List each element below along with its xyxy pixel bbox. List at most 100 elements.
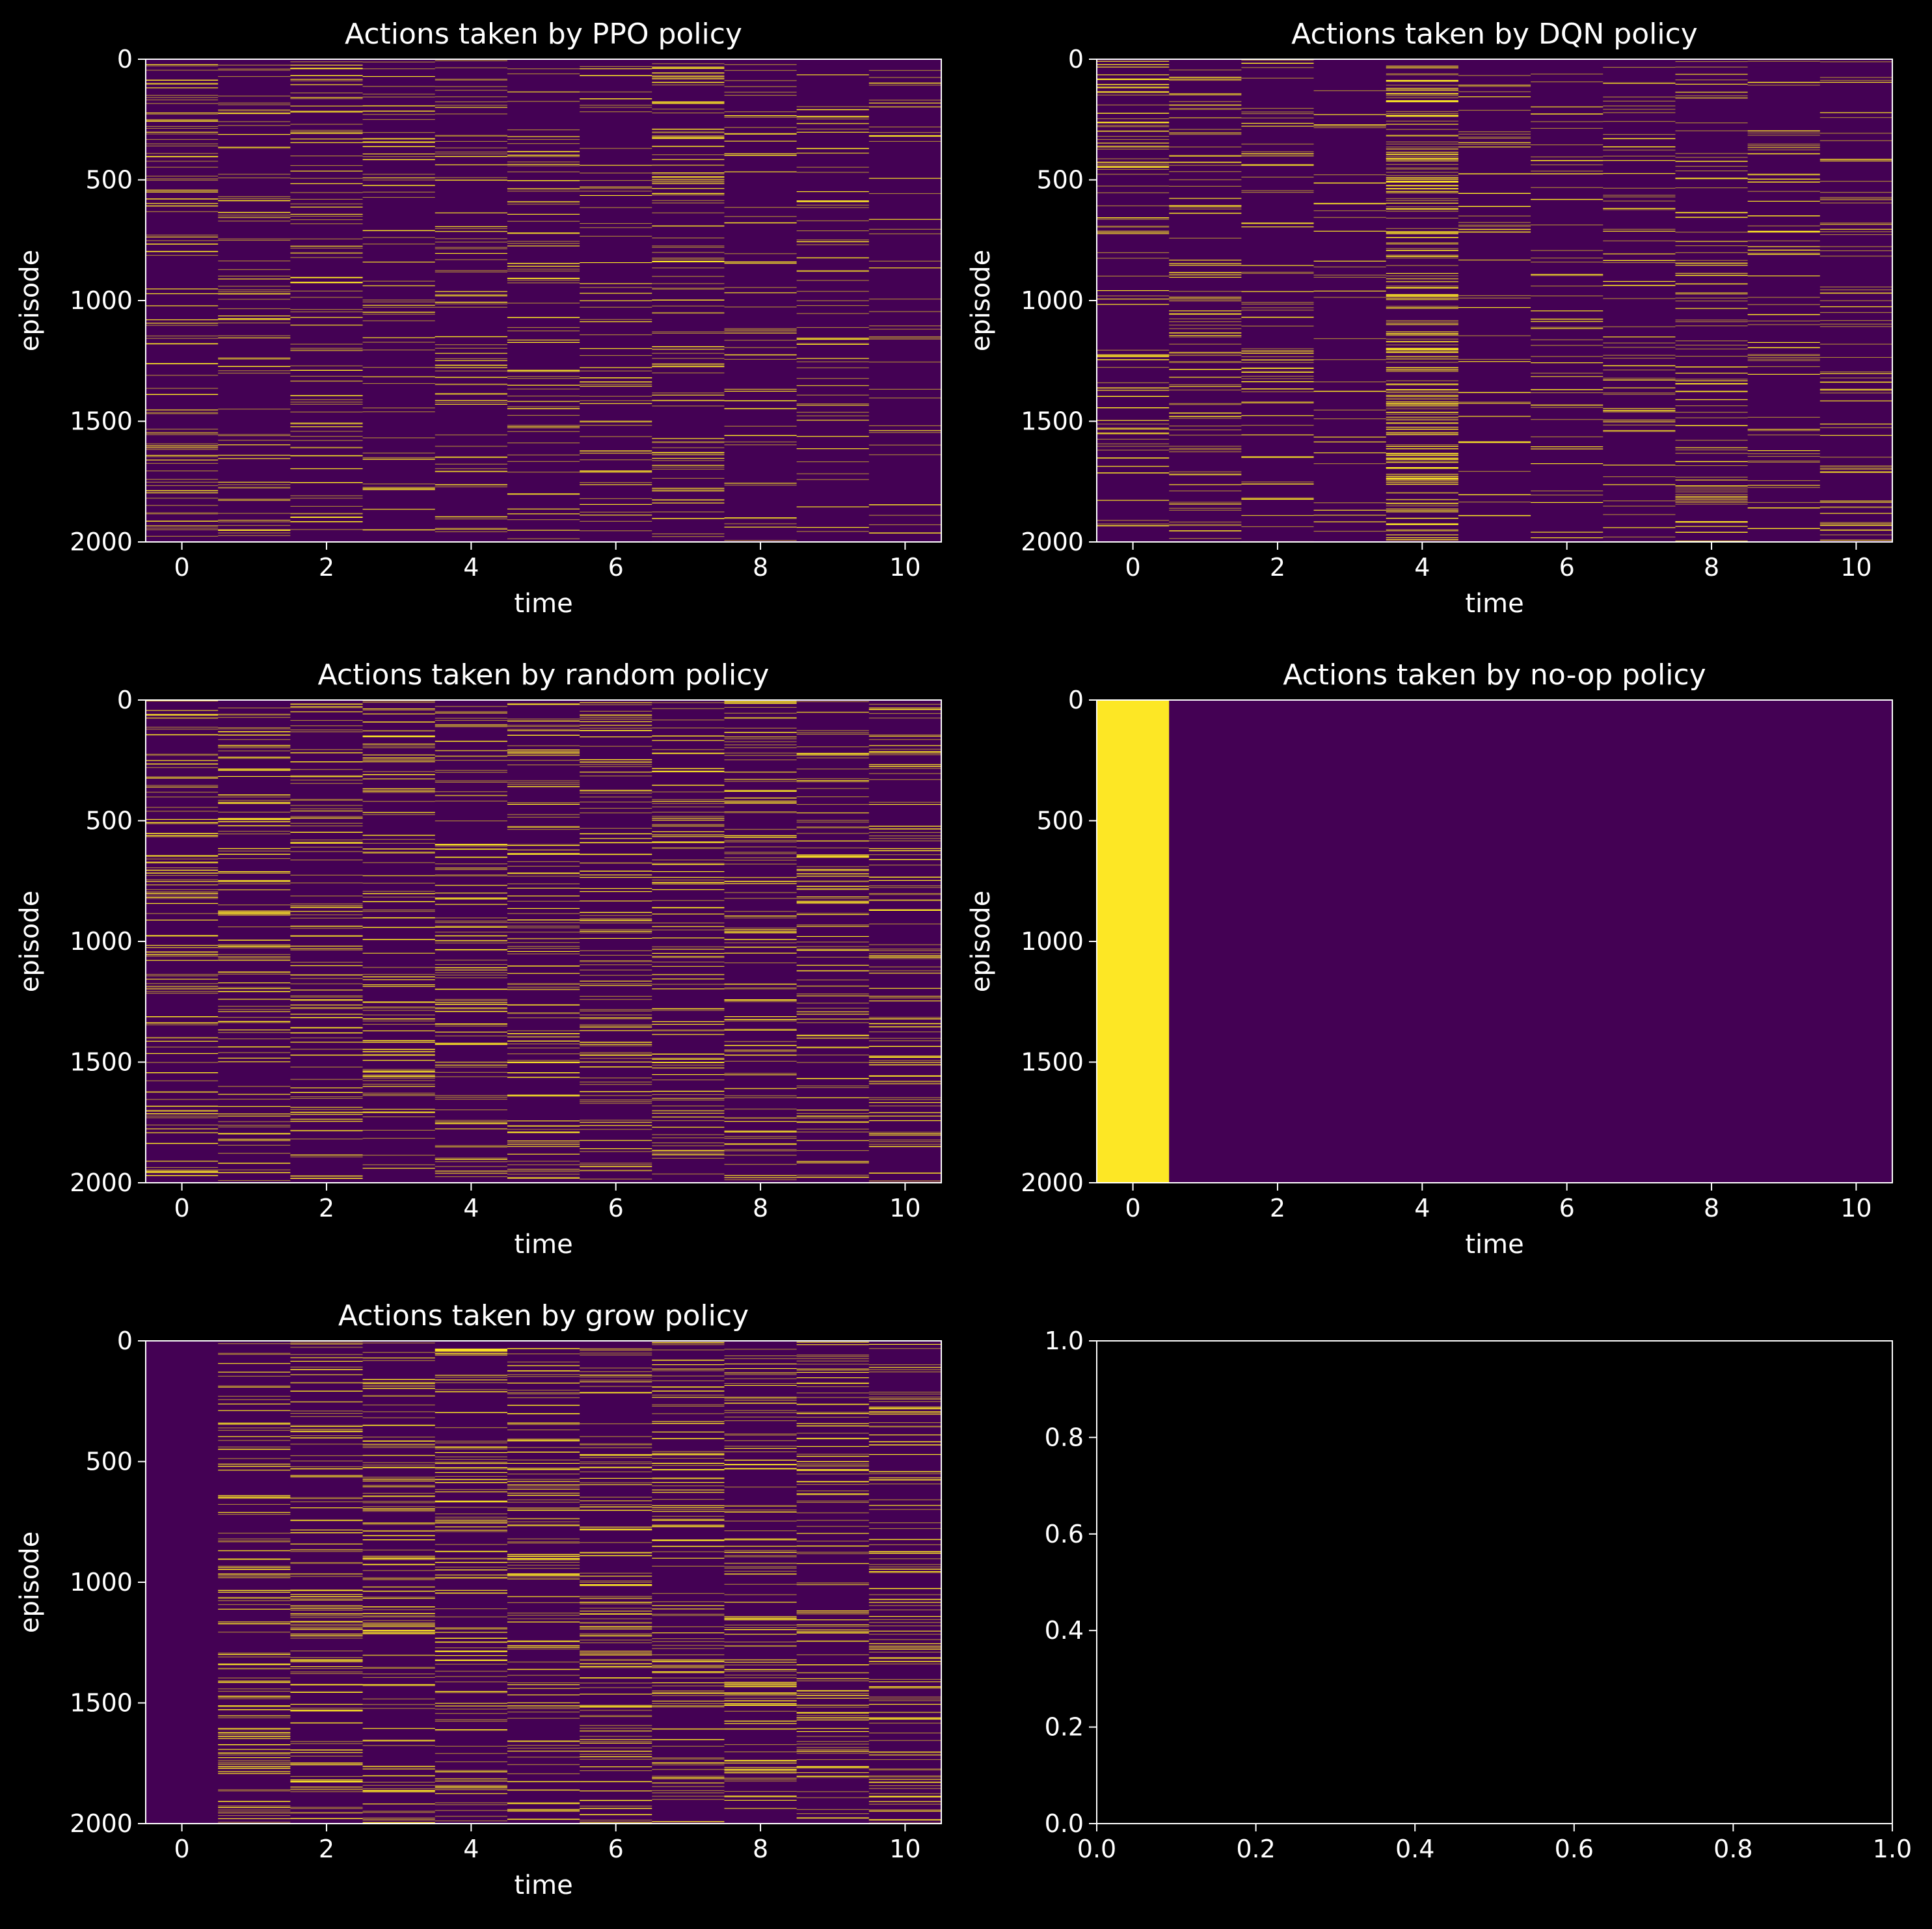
heatmap-cell	[507, 378, 580, 379]
heatmap-cell	[724, 1416, 797, 1418]
heatmap-cell	[507, 1574, 580, 1576]
heatmap-cell	[1386, 323, 1458, 325]
heatmap-cell	[1819, 465, 1892, 466]
heatmap-cell	[796, 1706, 869, 1708]
heatmap-cell	[290, 178, 363, 179]
heatmap-cell	[652, 1438, 725, 1440]
heatmap-cell	[218, 947, 291, 949]
heatmap-cell	[1386, 406, 1458, 407]
heatmap-cell	[362, 736, 435, 738]
heatmap-cell	[868, 1572, 941, 1573]
heatmap-cell	[1097, 185, 1170, 187]
heatmap-cell	[146, 861, 219, 863]
heatmap-cell	[796, 1712, 869, 1714]
heatmap-cell	[1603, 105, 1676, 107]
heatmap-cell	[796, 378, 869, 379]
heatmap-cell	[580, 1529, 652, 1530]
heatmap-cell	[218, 269, 291, 270]
heatmap-cell	[868, 311, 941, 312]
heatmap-cell	[218, 1818, 291, 1820]
heatmap-cell	[652, 956, 725, 958]
heatmap-cell	[796, 885, 869, 887]
heatmap-cell	[218, 1057, 291, 1059]
heatmap-cell	[362, 757, 435, 759]
heatmap-cell	[796, 900, 869, 902]
heatmap-cell	[1531, 376, 1603, 377]
heatmap-cell	[290, 1692, 363, 1693]
heatmap-cell	[290, 247, 363, 249]
heatmap-cell	[580, 321, 652, 323]
heatmap-cell	[580, 481, 652, 483]
heatmap-cell	[507, 751, 580, 753]
heatmap-cell	[724, 332, 797, 334]
heatmap-cell	[435, 949, 507, 951]
heatmap-cell	[1819, 312, 1892, 314]
heatmap-cell	[218, 1399, 291, 1400]
heatmap-cell	[580, 498, 652, 500]
heatmap-cell	[868, 893, 941, 894]
heatmap-cell	[1386, 217, 1458, 219]
heatmap-cell	[1313, 418, 1386, 420]
heatmap-cell	[1819, 357, 1892, 358]
heatmap-cell	[435, 301, 507, 303]
heatmap-cell	[1169, 352, 1242, 353]
heatmap-cell	[290, 1107, 363, 1109]
heatmap-cell	[868, 773, 941, 774]
heatmap-cell	[652, 1601, 725, 1602]
heatmap-cell	[290, 1673, 363, 1675]
heatmap-cell	[435, 252, 507, 254]
heatmap-cell	[290, 517, 363, 518]
heatmap-cell	[290, 1360, 363, 1362]
heatmap-cell	[146, 881, 219, 882]
heatmap-cell	[868, 885, 941, 887]
heatmap-cell	[218, 746, 291, 748]
heatmap-cell	[507, 826, 580, 827]
heatmap-cell	[1313, 90, 1386, 92]
heatmap-cell	[724, 1618, 797, 1619]
heatmap-cell	[1386, 398, 1458, 399]
heatmap-cell	[146, 1016, 219, 1018]
heatmap-cell	[796, 1481, 869, 1483]
heatmap-cell	[146, 243, 219, 245]
heatmap-cell	[218, 954, 291, 955]
heatmap-cell	[868, 228, 941, 230]
heatmap-cell	[290, 1812, 363, 1813]
heatmap-cell	[218, 1768, 291, 1769]
x-tick-label: 10	[889, 553, 920, 582]
heatmap-cell	[507, 513, 580, 515]
heatmap-cell	[1241, 165, 1314, 167]
heatmap-cell	[1097, 233, 1170, 234]
heatmap-cell	[507, 784, 580, 785]
heatmap-cell	[290, 349, 363, 351]
heatmap-cell	[435, 1802, 507, 1803]
x-tick-label: 6	[608, 553, 624, 582]
heatmap-cell	[290, 1006, 363, 1008]
heatmap-cell	[362, 1447, 435, 1448]
heatmap-cell	[796, 131, 869, 133]
heatmap-cell	[362, 142, 435, 143]
heatmap-cell	[652, 1648, 725, 1649]
heatmap-cell	[507, 1718, 580, 1719]
heatmap-cell	[580, 1392, 652, 1394]
heatmap-cell	[652, 331, 725, 332]
heatmap-cell	[218, 64, 291, 66]
heatmap-cell	[290, 882, 363, 884]
heatmap-cell	[1386, 517, 1458, 519]
heatmap-cell	[507, 988, 580, 990]
heatmap-cell	[146, 94, 219, 96]
heatmap-cell	[796, 506, 869, 507]
heatmap-cell	[507, 1802, 580, 1803]
heatmap-cell	[507, 406, 580, 407]
heatmap-cell	[362, 306, 435, 308]
heatmap-cell	[652, 392, 725, 394]
heatmap-cell	[362, 1440, 435, 1442]
heatmap-cell	[146, 862, 219, 863]
heatmap-cell	[507, 764, 580, 766]
heatmap-cell	[868, 444, 941, 446]
heatmap-cell	[1386, 191, 1458, 192]
heatmap-cell	[652, 1593, 725, 1594]
heatmap-cell	[435, 367, 507, 368]
heatmap-cell	[362, 843, 435, 844]
heatmap-cell	[362, 1111, 435, 1113]
